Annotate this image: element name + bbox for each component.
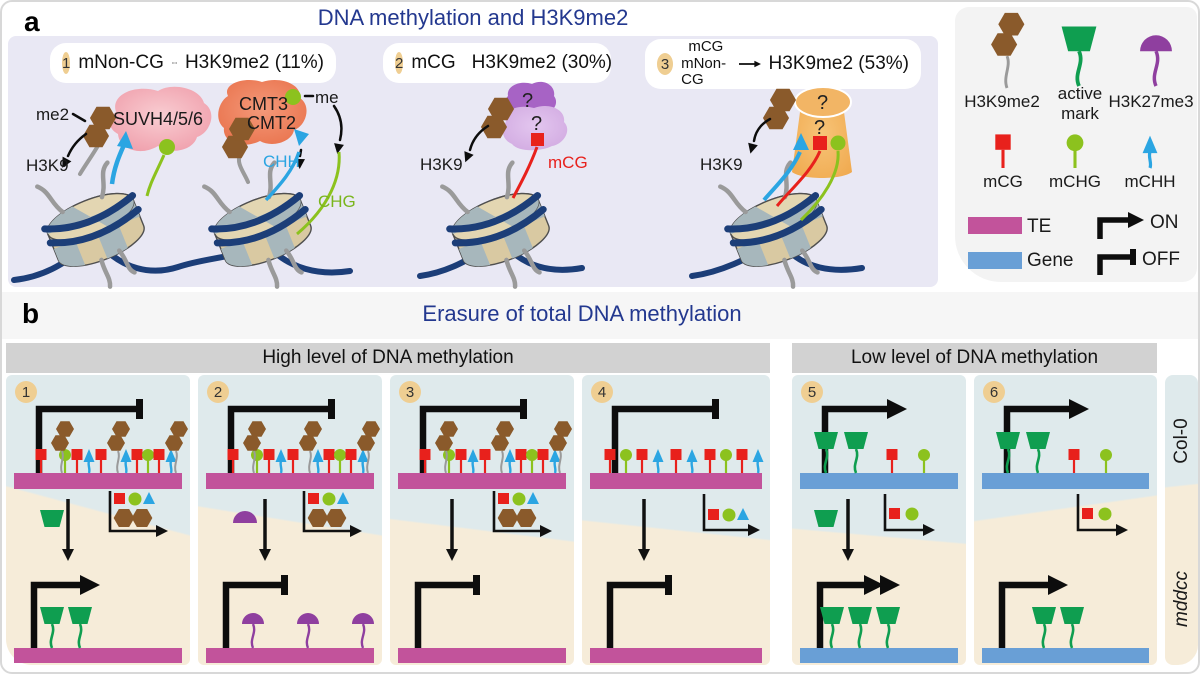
model-3-left: mCG mNon-CG bbox=[681, 37, 730, 89]
gene-swatch bbox=[968, 252, 1022, 269]
question-mark: ? bbox=[522, 90, 534, 112]
column-2-number: 2 bbox=[207, 381, 229, 403]
model-2-number: 2 bbox=[395, 52, 404, 74]
legend-mchh: mCHH bbox=[1124, 172, 1176, 191]
panel-b-label: b bbox=[22, 298, 40, 329]
model-2-header: 2 mCG H3K9me2 (30%) bbox=[383, 43, 613, 83]
model-1-right: H3K9me2 (11%) bbox=[184, 52, 324, 73]
column-4-number: 4 bbox=[591, 381, 613, 403]
group-header-low: Low level of DNA methylation bbox=[792, 343, 1157, 373]
legend-te: TE bbox=[1027, 216, 1052, 237]
model-3-left-top: mCG bbox=[688, 37, 724, 55]
me2-label: me2 bbox=[36, 105, 70, 124]
question-mark: ? bbox=[531, 113, 543, 135]
suvh-label: SUVH4/5/6 bbox=[113, 109, 204, 129]
model-3-header: 3 mCG mNon-CG H3K9me2 (53%) bbox=[645, 37, 921, 89]
column-3-number: 3 bbox=[399, 381, 421, 403]
mcg-label: mCG bbox=[548, 153, 588, 172]
h3k9-label: H3K9 bbox=[420, 155, 463, 174]
genotype-label-card bbox=[1165, 375, 1198, 665]
genotype-mddcc: mddcc bbox=[1171, 571, 1192, 627]
model-2-right: H3K9me2 (30%) bbox=[471, 52, 613, 73]
cmt3-label: CMT3 bbox=[239, 94, 288, 114]
model-2-left: mCG bbox=[411, 52, 456, 73]
cmt2-label: CMT2 bbox=[247, 113, 296, 133]
model-3-right: H3K9me2 (53%) bbox=[768, 53, 909, 74]
column-1-number: 1 bbox=[15, 381, 37, 403]
question-mark: ? bbox=[817, 92, 829, 114]
legend-h3k9me2: H3K9me2 bbox=[964, 92, 1040, 111]
model-1-number: 1 bbox=[62, 52, 71, 74]
te-swatch bbox=[968, 217, 1022, 234]
panel-a-label: a bbox=[24, 6, 40, 37]
legend-off: OFF bbox=[1142, 249, 1180, 270]
h3k9-label: H3K9 bbox=[26, 156, 69, 175]
model-1-left: mNon-CG bbox=[78, 52, 164, 73]
model-1-header: 1 mNon-CG H3K9me2 (11%) bbox=[50, 43, 336, 83]
model-3-number: 3 bbox=[657, 53, 674, 75]
chg-label: CHG bbox=[318, 192, 356, 211]
legend-on: ON bbox=[1150, 212, 1179, 233]
panel-b-title: Erasure of total DNA methylation bbox=[422, 301, 742, 326]
me-label: me bbox=[315, 88, 339, 107]
legend-mcg: mCG bbox=[983, 172, 1023, 191]
legend-active-mark: active mark bbox=[1057, 84, 1103, 123]
column-5-number: 5 bbox=[801, 381, 823, 403]
legend-gene: Gene bbox=[1027, 250, 1074, 271]
legend-h3k27me3: H3K27me3 bbox=[1108, 92, 1194, 111]
h3k9-label: H3K9 bbox=[700, 155, 743, 174]
group-header-high: High level of DNA methylation bbox=[6, 343, 770, 373]
column-6-number: 6 bbox=[983, 381, 1005, 403]
panel-a-title: DNA methylation and H3K9me2 bbox=[317, 5, 629, 30]
genotype-col0: Col-0 bbox=[1171, 418, 1192, 464]
legend-mchg: mCHG bbox=[1049, 172, 1101, 191]
question-mark: ? bbox=[814, 117, 826, 139]
double-arrow-icon bbox=[171, 62, 177, 64]
model-3-left-bottom: mNon-CG bbox=[681, 54, 727, 89]
right-arrow-icon bbox=[738, 60, 761, 68]
chh-label: CHH bbox=[263, 152, 300, 171]
